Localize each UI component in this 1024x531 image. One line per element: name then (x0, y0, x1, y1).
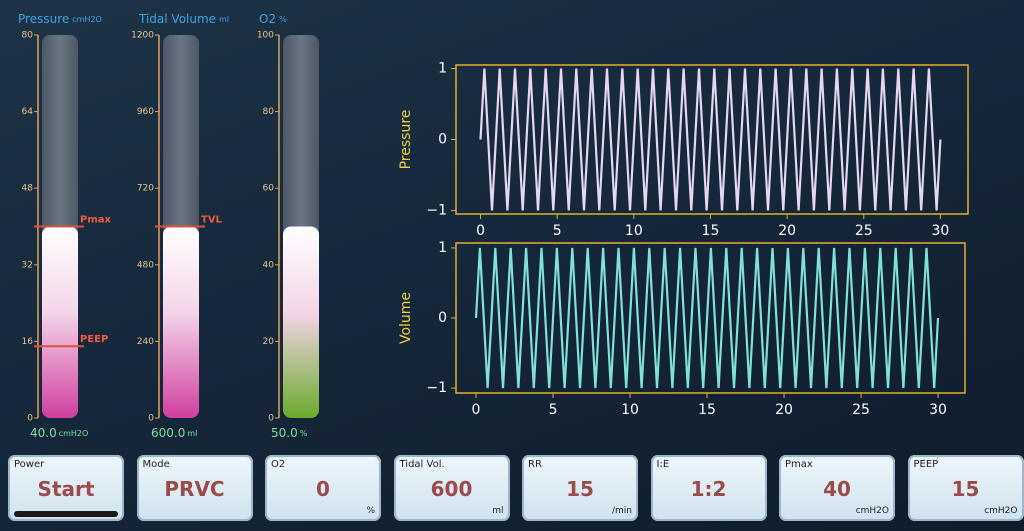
control-button[interactable]: Mode PRVC (136, 455, 253, 521)
gauge-tick-label: 16 (22, 337, 34, 347)
gauge-tick-label: 0 (27, 414, 33, 424)
gauge-fill (42, 226, 78, 418)
x-tick-label: 25 (852, 402, 870, 418)
gauge-title-text: Pressure (18, 12, 69, 26)
x-tick-label: 20 (778, 223, 796, 239)
y-tick-label: 0 (438, 132, 447, 148)
gauge-tick-label: 40 (263, 260, 275, 270)
gauge-title-text: Tidal Volume (138, 12, 216, 26)
button-value: PRVC (164, 477, 225, 501)
control-button[interactable]: I:E 1:2 (650, 455, 767, 521)
y-tick-label: 1 (438, 61, 447, 77)
gauge-readout-value: 50.0 (271, 426, 298, 440)
gauge-title: Tidal Volume ml (138, 12, 229, 26)
gauge-tick-label: 80 (22, 31, 34, 41)
button-unit: ml (492, 506, 504, 516)
gauge-tick-label: 0 (148, 414, 154, 424)
gauge-readout-value: 40.0 (30, 426, 57, 440)
gauge-readout-unit: ml (187, 429, 197, 438)
gauge-tick-label: 1200 (131, 31, 154, 41)
control-button[interactable]: Power Start (8, 455, 124, 521)
gauge-readout: 50.0% (271, 426, 308, 440)
gauge-tick-label: 32 (22, 260, 33, 270)
y-tick-label: 1 (438, 240, 447, 256)
gauge-readout-unit: % (300, 429, 308, 438)
button-label: Power (14, 459, 45, 470)
gauge-marker-label: PEEP (80, 334, 108, 345)
button-label: Tidal Vol. (399, 459, 445, 470)
button-label: RR (528, 459, 542, 470)
x-tick-label: 25 (855, 223, 873, 239)
y-axis-label: Pressure (398, 110, 414, 170)
x-tick-label: 5 (549, 402, 558, 418)
button-unit: cmH2O (855, 506, 889, 516)
button-value: 600 (430, 477, 473, 501)
gauge-title: Pressure cmH2O (18, 12, 102, 26)
gauge-title-text: O2 (259, 12, 276, 26)
button-unit: /min (611, 506, 632, 516)
button-value: 40 (823, 477, 851, 501)
gauge-readout-unit: cmH2O (59, 429, 89, 438)
gauge-unit: % (279, 15, 287, 24)
x-tick-label: 30 (931, 223, 949, 239)
button-unit: cmH2O (984, 506, 1018, 516)
control-button[interactable]: O2 0% (265, 455, 381, 521)
gauge-fill (283, 226, 319, 418)
button-value: 1:2 (690, 477, 727, 501)
gauge-unit: cmH2O (72, 15, 102, 24)
gauge-tick-label: 64 (22, 107, 34, 117)
gauge-tick-label: 0 (268, 414, 274, 424)
x-tick-label: 30 (929, 402, 947, 418)
gauge-fill (163, 226, 199, 418)
gauge-tick-label: 720 (137, 184, 154, 194)
x-tick-label: 0 (476, 223, 485, 239)
x-tick-label: 5 (553, 223, 562, 239)
control-button[interactable]: RR 15/min (522, 455, 638, 521)
y-tick-label: −1 (426, 202, 447, 218)
gauge-tick-label: 960 (137, 107, 154, 117)
gauge-marker-label: Pmax (80, 215, 111, 226)
gauge-readout: 40.0 cmH2O (30, 426, 88, 440)
gauge-tick-label: 20 (263, 337, 275, 347)
button-value: 15 (951, 477, 980, 501)
x-tick-label: 10 (621, 402, 639, 418)
gauge-tick-label: 100 (257, 31, 274, 41)
series-line (479, 68, 942, 211)
button-value: 0 (316, 477, 330, 501)
button-label: Mode (142, 459, 170, 470)
gauge-tick-label: 48 (22, 184, 34, 194)
gauge-tick-label: 240 (137, 337, 154, 347)
x-tick-label: 20 (775, 402, 793, 418)
gauge-title: O2% (259, 12, 287, 26)
button-unit: % (366, 506, 375, 516)
control-button[interactable]: Tidal Vol. 600 ml (393, 455, 510, 521)
button-value: 15 (566, 477, 594, 501)
y-tick-label: 0 (438, 310, 447, 326)
button-value: Start (37, 477, 95, 501)
gauge-tick-label: 60 (263, 184, 275, 194)
series-line (474, 247, 940, 389)
x-tick-label: 15 (702, 223, 720, 239)
control-button[interactable]: PEEP 15 cmH2O (907, 455, 1024, 521)
gauge-unit: ml (219, 15, 229, 24)
gauge-tick-label: 80 (263, 107, 275, 117)
button-label: I:E (656, 459, 670, 470)
x-tick-label: 10 (625, 223, 643, 239)
y-tick-label: −1 (426, 380, 447, 396)
gauge-marker-label: TVL (201, 215, 223, 226)
gauge-tick-label: 480 (137, 260, 154, 270)
gauge-readout: 600.0 ml (151, 426, 197, 440)
x-tick-label: 0 (472, 402, 481, 418)
button-label: O2 (271, 459, 286, 470)
x-tick-label: 15 (698, 402, 716, 418)
gauge-readout-value: 600.0 (151, 426, 185, 440)
y-axis-label: Volume (398, 292, 414, 344)
button-label: Pmax (785, 459, 813, 470)
button-label: PEEP (913, 459, 939, 470)
power-bar (14, 511, 118, 517)
control-button[interactable]: Pmax 40 cmH2O (779, 455, 895, 521)
